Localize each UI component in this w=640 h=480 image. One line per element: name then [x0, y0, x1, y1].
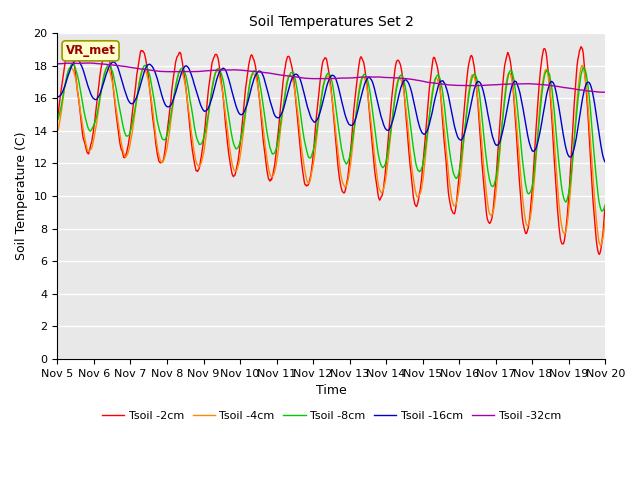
Tsoil -2cm	[175, 49, 183, 55]
Tsoil -32cm	[599, 89, 607, 95]
Tsoil -4cm	[175, 69, 183, 75]
Tsoil -2cm	[577, 44, 585, 49]
Tsoil -2cm	[414, 200, 422, 205]
Tsoil -32cm	[54, 61, 61, 67]
Tsoil -2cm	[398, 69, 406, 75]
Tsoil -8cm	[205, 106, 213, 111]
Tsoil -8cm	[602, 203, 609, 208]
Tsoil -2cm	[204, 88, 212, 94]
Tsoil -8cm	[63, 72, 71, 77]
Tsoil -16cm	[176, 74, 184, 80]
Tsoil -16cm	[120, 87, 128, 93]
Tsoil -16cm	[74, 57, 81, 63]
Tsoil -4cm	[204, 114, 212, 120]
Tsoil -2cm	[54, 114, 61, 120]
Tsoil -4cm	[414, 194, 422, 200]
Legend: Tsoil -2cm, Tsoil -4cm, Tsoil -8cm, Tsoil -16cm, Tsoil -32cm: Tsoil -2cm, Tsoil -4cm, Tsoil -8cm, Tsoi…	[97, 407, 565, 426]
Tsoil -8cm	[598, 208, 606, 214]
Tsoil -8cm	[69, 61, 77, 67]
Tsoil -2cm	[595, 252, 603, 257]
Tsoil -32cm	[399, 75, 406, 81]
Tsoil -16cm	[602, 159, 609, 165]
Tsoil -32cm	[415, 77, 422, 83]
Tsoil -32cm	[602, 89, 609, 95]
Tsoil -8cm	[415, 168, 422, 173]
Tsoil -4cm	[597, 243, 605, 249]
Tsoil -4cm	[54, 128, 61, 134]
Tsoil -8cm	[120, 129, 128, 135]
Line: Tsoil -8cm: Tsoil -8cm	[58, 64, 605, 211]
Tsoil -32cm	[63, 60, 71, 66]
Line: Tsoil -16cm: Tsoil -16cm	[58, 60, 605, 162]
Line: Tsoil -4cm: Tsoil -4cm	[58, 66, 605, 246]
Tsoil -4cm	[579, 63, 586, 69]
X-axis label: Time: Time	[316, 384, 347, 397]
Tsoil -2cm	[602, 202, 609, 208]
Tsoil -8cm	[399, 73, 406, 79]
Title: Soil Temperatures Set 2: Soil Temperatures Set 2	[249, 15, 414, 29]
Tsoil -16cm	[54, 94, 61, 100]
Tsoil -4cm	[398, 80, 406, 85]
Tsoil -16cm	[415, 120, 422, 126]
Tsoil -32cm	[205, 68, 213, 73]
Y-axis label: Soil Temperature (C): Soil Temperature (C)	[15, 132, 28, 260]
Tsoil -8cm	[54, 118, 61, 123]
Tsoil -32cm	[120, 63, 128, 69]
Tsoil -16cm	[399, 80, 406, 86]
Tsoil -16cm	[63, 75, 71, 81]
Tsoil -8cm	[176, 67, 184, 73]
Tsoil -4cm	[120, 151, 127, 156]
Tsoil -4cm	[63, 71, 71, 77]
Tsoil -2cm	[120, 155, 127, 160]
Text: VR_met: VR_met	[66, 44, 115, 57]
Tsoil -2cm	[63, 49, 71, 55]
Tsoil -16cm	[205, 103, 213, 109]
Tsoil -32cm	[176, 69, 184, 74]
Line: Tsoil -2cm: Tsoil -2cm	[58, 47, 605, 254]
Line: Tsoil -32cm: Tsoil -32cm	[58, 63, 605, 92]
Tsoil -4cm	[602, 216, 609, 222]
Tsoil -32cm	[86, 60, 94, 66]
